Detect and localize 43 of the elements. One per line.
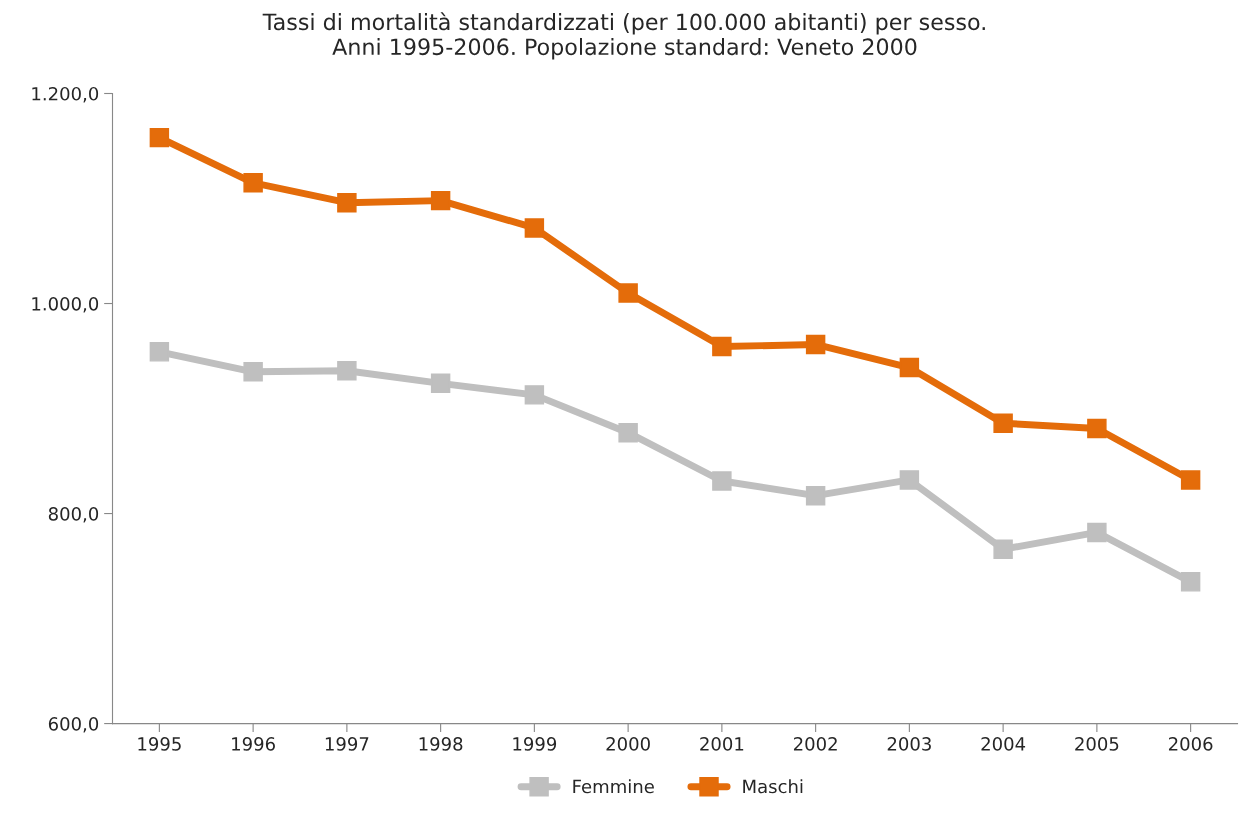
x-tick-label: 1998 [419,737,463,751]
point [618,422,638,443]
y-tick-label: 600,0 [48,717,99,733]
point [337,192,357,213]
point [899,470,920,490]
point [712,471,732,491]
x-tick-label: 2002 [793,737,837,751]
point [149,127,170,148]
point [1180,572,1201,592]
point [618,283,638,303]
point [1087,418,1107,439]
point [1087,522,1107,543]
point [899,357,920,378]
y-tick-label: 1.000,0 [32,296,99,313]
x-tick-label: 1999 [513,737,557,751]
point [1180,470,1201,490]
x-tick-label: 2000 [606,737,650,751]
y-tick-label: 800,0 [48,507,99,523]
legend-label: Maschi [743,779,803,794]
x-tick-label: 2005 [1075,737,1119,751]
point [243,362,263,382]
point [805,485,826,506]
point [149,342,170,362]
point [337,361,357,381]
point [243,173,263,193]
point [524,385,545,405]
point [524,218,545,238]
x-tick-label: 1997 [325,737,369,751]
point [993,413,1013,433]
point [430,373,451,394]
chart-title: Tassi di mortalità standardizzati (per 100.000 abitanti) per sesso. Anni 1995-2006. Popolazione standard: Veneto 2000 [262,12,985,60]
point [993,539,1013,559]
point [805,334,826,355]
legend-label: Femmine [573,779,654,794]
x-tick-label: 1995 [138,737,181,751]
x-tick-label: 2004 [981,737,1026,751]
y-tick-label: 1.200,0 [32,86,99,103]
x-tick-label: 2003 [887,737,931,751]
point [712,336,732,357]
point [430,190,451,211]
x-tick-label: 2006 [1168,737,1213,751]
x-tick-label: 2001 [700,737,744,751]
x-tick-label: 1996 [232,737,275,751]
